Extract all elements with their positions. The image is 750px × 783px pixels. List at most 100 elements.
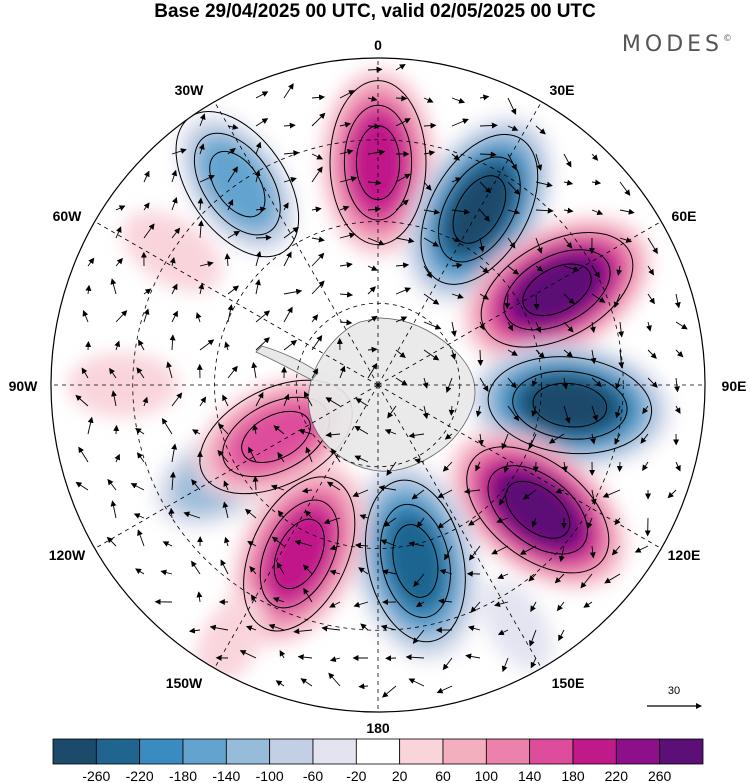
wind-arrow — [395, 199, 409, 211]
wind-arrow — [647, 293, 655, 305]
wind-arrow — [321, 625, 341, 632]
wind-arrow — [674, 405, 681, 414]
wind-arrow — [222, 394, 229, 407]
longitude-label-lon-150e: 150E — [552, 675, 585, 691]
wind-arrow — [558, 629, 565, 642]
wind-arrow — [114, 340, 121, 351]
wind-arrow — [227, 124, 239, 130]
wind-arrow — [395, 287, 412, 295]
wind-arrow — [255, 234, 272, 241]
wind-arrow — [619, 181, 631, 196]
wind-arrow — [611, 545, 621, 556]
wind-arrow — [329, 656, 341, 663]
wind-arrow — [160, 569, 173, 576]
longitude-label-lon-120w: 120W — [49, 547, 86, 563]
wind-arrow — [283, 122, 296, 129]
map-border — [50, 57, 706, 713]
wind-arrow — [590, 489, 597, 506]
wind-arrow — [367, 149, 386, 156]
wind-arrow — [255, 337, 270, 351]
wind-arrow — [311, 94, 326, 101]
wind-arrow — [199, 396, 207, 407]
wind-arrow — [352, 489, 369, 497]
wind-arrow — [589, 321, 596, 333]
wind-arrow — [143, 223, 155, 239]
contour-line — [273, 518, 325, 590]
wind-arrow — [451, 208, 471, 215]
wind-arrow — [303, 587, 313, 603]
wind-arrow — [171, 392, 183, 407]
wind-arrow — [283, 288, 303, 295]
wind-arrow — [535, 265, 544, 272]
wind-arrow — [563, 207, 574, 214]
wind-arrow — [507, 405, 520, 422]
wind-arrow — [591, 293, 606, 303]
wind-arrow — [277, 452, 285, 463]
wind-arrow — [227, 285, 240, 295]
wind-arrow — [360, 623, 369, 631]
wind-arrow — [507, 237, 516, 249]
wind-arrow — [328, 672, 341, 687]
contour-line — [505, 480, 571, 539]
vector-reference: 30 — [647, 685, 702, 709]
wind-arrow — [367, 315, 378, 323]
colorbar-swatch — [182, 738, 227, 765]
wind-arrow — [647, 237, 658, 255]
wind-arrow — [133, 513, 145, 519]
wind-arrow — [220, 559, 229, 575]
colorbar-tick-label: -180 — [169, 768, 197, 783]
wind-arrow — [647, 349, 657, 359]
wind-arrow — [367, 95, 378, 102]
wind-arrow — [619, 208, 635, 215]
anomaly-shade — [122, 210, 223, 293]
meridian-line — [377, 221, 662, 386]
wind-arrow — [507, 125, 519, 131]
wind-arrow — [395, 237, 415, 244]
wind-arrow — [272, 597, 285, 603]
wind-arrow — [405, 654, 425, 661]
colorbar-tick-label: 140 — [518, 768, 542, 783]
wind-arrow — [416, 517, 425, 528]
wind-arrow — [171, 148, 187, 155]
wind-arrow — [270, 484, 285, 491]
wind-arrow — [192, 429, 201, 435]
wind-arrow — [311, 314, 319, 323]
wind-arrow — [227, 304, 234, 323]
wind-arrow — [382, 685, 397, 698]
wind-arrow — [450, 349, 457, 361]
wind-arrow — [283, 306, 293, 323]
wind-arrow — [355, 398, 369, 407]
wind-arrow — [614, 433, 621, 445]
longitude-label-lon-60w: 60W — [53, 208, 83, 224]
wind-arrow — [423, 237, 440, 247]
colorbar: -260 -220 -180 -140 -100 -60 -20 20 60 100 140 180 2… — [52, 738, 704, 783]
modes-logo: MODES© — [621, 32, 732, 57]
contour-line — [243, 476, 356, 632]
anomaly-blob — [448, 429, 628, 590]
wind-arrow — [293, 628, 313, 635]
wind-arrow — [283, 83, 294, 99]
wind-arrow — [168, 507, 175, 519]
wind-arrow — [395, 63, 406, 71]
wind-arrow — [674, 293, 681, 309]
wind-arrow — [367, 362, 378, 379]
wind-vectors — [75, 63, 688, 698]
anomaly-shade — [348, 111, 408, 214]
wind-arrow — [437, 489, 453, 498]
wind-arrow — [239, 650, 257, 659]
wind-arrow — [323, 517, 341, 525]
wind-arrow — [614, 517, 621, 526]
wind-arrow — [583, 601, 593, 608]
wind-arrow — [602, 489, 621, 498]
wind-arrow — [85, 284, 92, 295]
wind-arrow — [497, 573, 509, 579]
colorbar-tick-label: 180 — [561, 768, 585, 783]
wind-arrow — [245, 625, 257, 632]
wind-arrow — [548, 433, 565, 444]
wind-arrow — [305, 446, 313, 463]
wind-arrow — [255, 310, 271, 323]
wind-arrow — [590, 433, 596, 445]
wind-arrow — [311, 236, 325, 243]
wind-arrow — [448, 405, 455, 416]
wind-arrow — [339, 291, 354, 298]
